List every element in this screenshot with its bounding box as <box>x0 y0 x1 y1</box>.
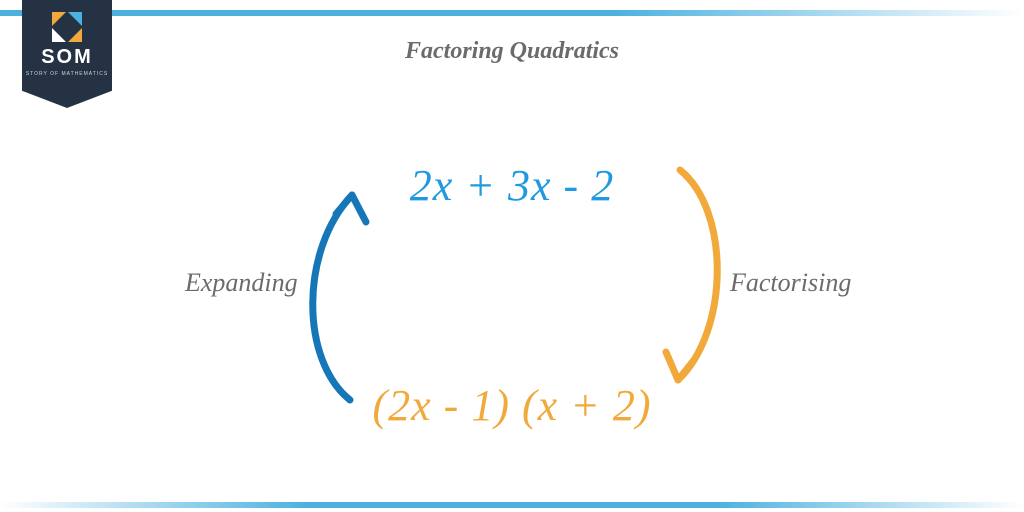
logo-subtitle: STORY OF MATHEMATICS <box>22 71 112 77</box>
factored-expression: (2x - 1) (x + 2) <box>0 380 1024 431</box>
expanding-arrow <box>313 195 352 400</box>
factorising-label: Factorising <box>730 268 851 298</box>
top-border-bar <box>0 10 1024 16</box>
page-title: Factoring Quadratics <box>0 38 1024 65</box>
arrows-svg <box>0 0 1024 512</box>
expanded-expression: 2x + 3x - 2 <box>0 160 1024 211</box>
factorising-arrow-head <box>666 352 694 380</box>
bottom-border-bar <box>0 502 1024 508</box>
expanding-label: Expanding <box>185 268 298 298</box>
